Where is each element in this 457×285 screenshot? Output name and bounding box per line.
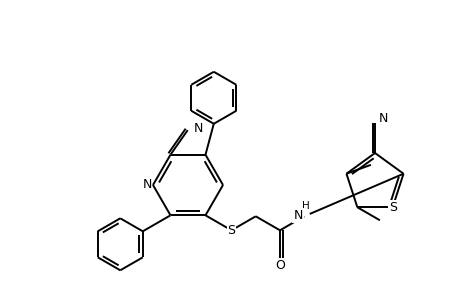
Text: H: H: [302, 201, 310, 211]
Text: O: O: [275, 259, 285, 272]
Text: S: S: [228, 224, 235, 237]
Text: N: N: [142, 178, 152, 192]
Text: N: N: [194, 122, 203, 135]
Text: S: S: [388, 201, 397, 214]
Text: N: N: [293, 209, 303, 222]
Text: N: N: [379, 113, 388, 125]
